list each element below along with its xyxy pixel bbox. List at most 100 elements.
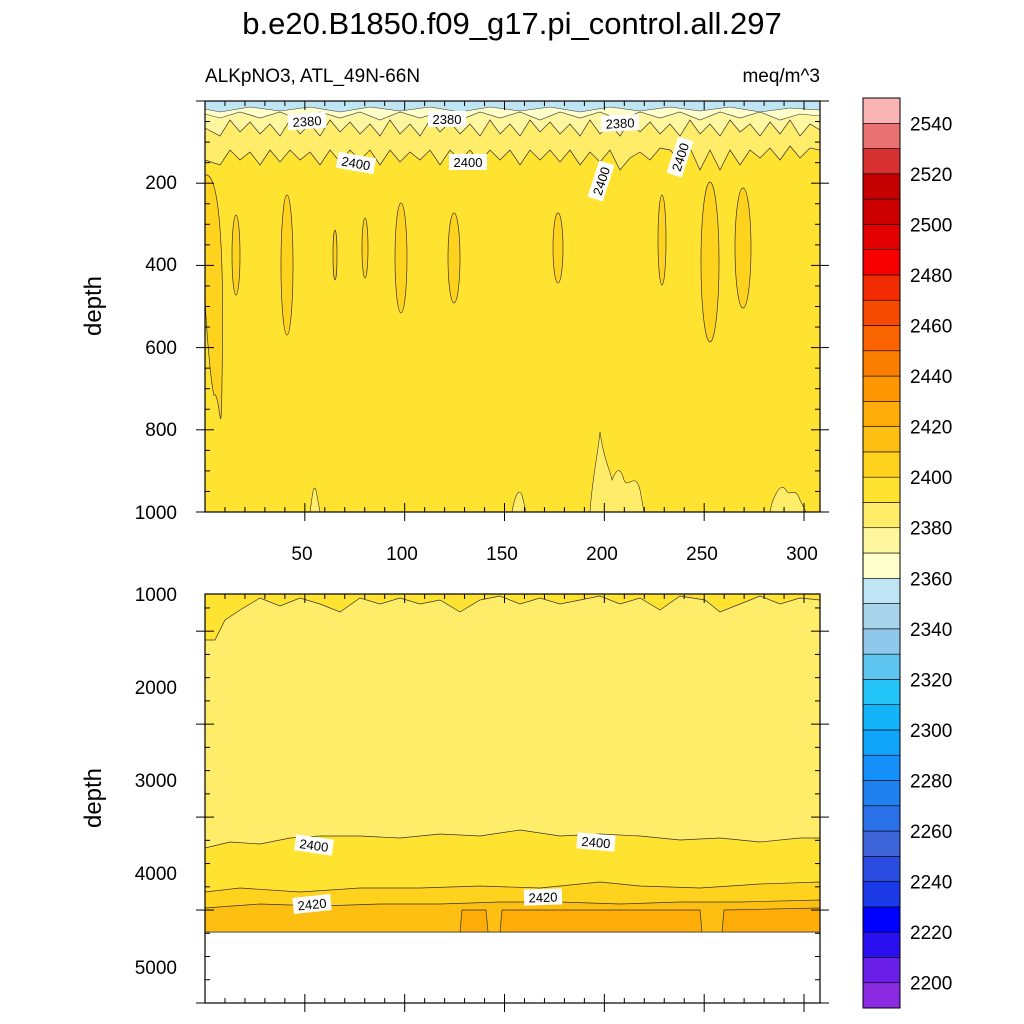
colorbar-box <box>862 906 901 933</box>
colorbar-box <box>862 451 901 478</box>
patch-2410 <box>734 187 752 309</box>
lower-contour-labels: 2400 2400 2420 2420 <box>292 832 616 914</box>
colorbar-box <box>862 249 901 276</box>
fill-lower-top-2400 <box>205 594 820 641</box>
colorbar-tick-label: 2200 <box>910 974 952 995</box>
colorbar-box <box>862 628 901 655</box>
colorbar-box <box>862 856 901 882</box>
patch-2410 <box>361 217 369 279</box>
colorbar-tick-label: 2400 <box>910 468 952 489</box>
lower-ticks <box>196 594 829 1012</box>
colorbar-tick-label: 2460 <box>910 317 952 338</box>
svg-text:2400: 2400 <box>340 154 371 174</box>
x-tick-label: 150 <box>486 544 518 565</box>
colorbar-tick-label: 2540 <box>910 114 952 135</box>
contour-label: 2380 <box>428 111 466 127</box>
fill-interior-2400 <box>205 101 820 512</box>
svg-text:2380: 2380 <box>292 113 322 130</box>
patch-2410 <box>447 212 461 304</box>
colorbar-box <box>862 224 901 250</box>
colorbar-box <box>862 299 901 326</box>
colorbar-box <box>862 957 901 984</box>
patch-2410 <box>394 202 408 314</box>
colorbar-boxes <box>862 97 901 1009</box>
colorbar-box <box>862 830 901 857</box>
colorbar-box <box>862 476 901 503</box>
colorbar-box <box>862 552 901 579</box>
y-tick-label: 5000 <box>135 958 177 979</box>
lower-y-axis-label: depth <box>80 768 107 828</box>
patch-2390 <box>769 487 807 512</box>
colorbar-box <box>862 754 901 781</box>
bottom-patches-2390 <box>309 431 807 512</box>
upper-panel: 50 100 150 200 250 300 200 400 600 800 1… <box>80 100 829 565</box>
colorbar-box <box>862 274 901 301</box>
colorbar-tick-label: 2320 <box>910 670 952 691</box>
colorbar-box <box>862 426 901 453</box>
colorbar-box <box>862 122 901 149</box>
colorbar-box <box>862 982 901 1009</box>
colorbar-box <box>862 805 901 832</box>
upper-ticks <box>196 100 829 521</box>
colorbar-box <box>862 729 901 756</box>
svg-text:2420: 2420 <box>528 889 557 905</box>
fill-surface-2360 <box>205 101 820 113</box>
colorbar: 2200 2220 2240 2260 2280 2300 2320 2340 2360 2380… <box>862 97 952 1009</box>
patch-2410 <box>280 194 294 336</box>
svg-text:2420: 2420 <box>297 896 327 914</box>
contour-label: 2400 <box>449 154 487 170</box>
colorbar-box <box>862 148 901 175</box>
upper-y-tick-labels: 200 400 600 800 1000 <box>135 173 177 524</box>
colorbar-box <box>862 350 901 377</box>
units-label: meq/m^3 <box>742 66 820 87</box>
svg-text:2380: 2380 <box>433 112 462 127</box>
x-tick-label: 250 <box>686 544 718 565</box>
colorbar-box <box>862 325 901 352</box>
patch-2410 <box>231 214 241 296</box>
colorbar-tick-label: 2500 <box>910 215 952 236</box>
y-tick-label: 600 <box>145 338 177 359</box>
patch-2410-left <box>205 174 223 419</box>
colorbar-box <box>862 198 901 225</box>
contour-label: 2400 <box>335 151 377 175</box>
contour-label: 2400 <box>576 832 616 852</box>
colorbar-tick-label: 2480 <box>910 266 952 287</box>
y-tick-label: 800 <box>145 420 177 441</box>
colorbar-frame <box>862 97 901 1009</box>
colorbar-box <box>862 603 901 630</box>
lower-plot-frame <box>204 593 821 1004</box>
upper-x-tick-labels: 50 100 150 200 250 300 <box>291 544 817 565</box>
lower-contour-fill <box>205 594 820 1003</box>
colorbar-box <box>862 173 901 200</box>
colorbar-tick-label: 2260 <box>910 822 952 843</box>
colorbar-tick-label: 2280 <box>910 772 952 793</box>
colorbar-box <box>862 679 901 705</box>
contour-label: 2380 <box>287 111 327 131</box>
colorbar-tick-label: 2380 <box>910 519 952 540</box>
lower-panel: 1000 2000 3000 4000 5000 depth 2400 2400… <box>80 585 829 1012</box>
colorbar-box <box>862 704 901 731</box>
contour-label: 2400 <box>294 834 334 856</box>
colorbar-labels: 2200 2220 2240 2260 2280 2300 2320 2340 2360 2380… <box>910 114 952 994</box>
x-tick-label: 100 <box>386 544 418 565</box>
patch-2410 <box>657 194 667 286</box>
fill-lower-deep-2430 <box>459 907 820 933</box>
patch-2410 <box>552 212 564 284</box>
svg-text:2400: 2400 <box>454 155 483 170</box>
y-tick-label: 1000 <box>135 585 177 606</box>
contour-label: 2420 <box>292 894 332 914</box>
colorbar-box <box>862 97 901 124</box>
y-tick-label: 1000 <box>135 503 177 524</box>
figure-title: b.e20.B1850.f09_g17.pi_control.all.297 <box>242 6 782 41</box>
colorbar-tick-label: 2340 <box>910 620 952 641</box>
y-tick-label: 3000 <box>135 771 177 792</box>
colorbar-tick-label: 2440 <box>910 367 952 388</box>
colorbar-box <box>862 653 901 680</box>
colorbar-tick-label: 2300 <box>910 721 952 742</box>
colorbar-box <box>862 375 901 402</box>
svg-text:2400: 2400 <box>299 836 330 855</box>
colorbar-box <box>862 780 901 807</box>
upper-y-axis-label: depth <box>80 276 107 336</box>
patch-2390 <box>589 431 645 512</box>
